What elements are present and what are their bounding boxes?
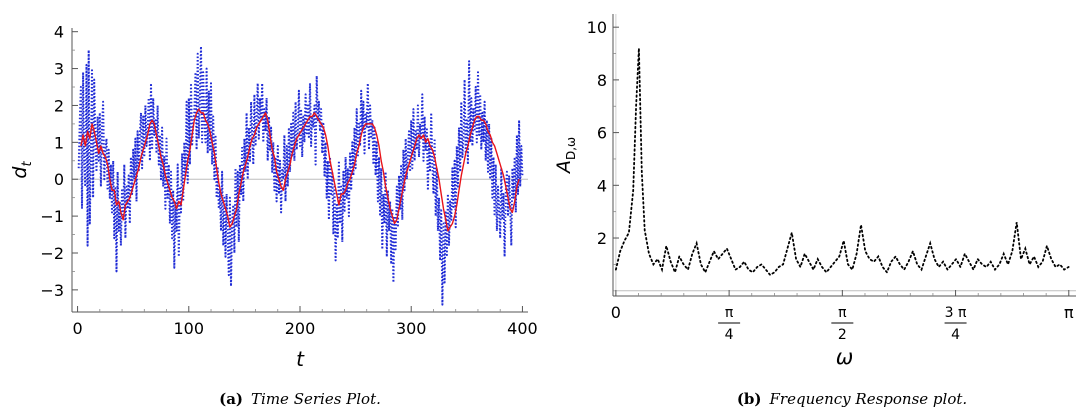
y-tick-label: 6 bbox=[597, 124, 607, 143]
caption-a-text: Time Series Plot. bbox=[251, 390, 381, 408]
x-tick-label: π4 bbox=[718, 305, 741, 343]
x-tick-label: 0 bbox=[611, 303, 621, 322]
y-tick-label: 2 bbox=[597, 229, 607, 248]
x-tick-label-denominator: 4 bbox=[951, 327, 960, 343]
x-tick-label: 300 bbox=[396, 319, 427, 338]
y-axis-title-sub: D,ω bbox=[564, 137, 578, 160]
y-tick-label: 8 bbox=[597, 71, 607, 90]
y-tick-label: 10 bbox=[587, 18, 607, 37]
series-line-amplitude bbox=[615, 48, 1070, 277]
y-tick-label: 0 bbox=[54, 170, 64, 189]
y-tick-label: 1 bbox=[54, 133, 64, 152]
x-tick-label: 0 bbox=[72, 319, 82, 338]
x-tick-label: 400 bbox=[507, 319, 538, 338]
caption-a-tag: (a) bbox=[219, 390, 243, 408]
y-tick-label: 2 bbox=[54, 96, 64, 115]
x-tick-label-numerator: 3 π bbox=[945, 305, 967, 321]
caption-b: (b) Frequency Response plot. bbox=[737, 390, 967, 408]
x-tick-label-text: 0 bbox=[611, 303, 621, 322]
caption-b-text: Frequency Response plot. bbox=[769, 390, 968, 408]
x-tick-label-text: π bbox=[1064, 303, 1074, 322]
x-tick-label-denominator: 2 bbox=[838, 327, 847, 343]
y-axis-title-sub: t bbox=[20, 161, 35, 167]
x-axis-title: t bbox=[296, 347, 305, 371]
x-tick-label-denominator: 4 bbox=[725, 327, 734, 343]
y-axis-title: AD,ω bbox=[553, 137, 578, 175]
x-tick-label-numerator: π bbox=[725, 305, 734, 321]
x-tick-label: π2 bbox=[831, 305, 854, 343]
y-axis-title-base: d bbox=[9, 166, 31, 179]
x-tick-label: 3 π4 bbox=[944, 305, 967, 343]
y-tick-label: −2 bbox=[40, 244, 64, 263]
y-tick-label: −1 bbox=[40, 207, 64, 226]
x-tick-label: π bbox=[1064, 303, 1074, 322]
x-tick-label-numerator: π bbox=[838, 305, 847, 321]
x-tick-label: 200 bbox=[285, 319, 316, 338]
x-tick-label: 100 bbox=[174, 319, 205, 338]
y-tick-label: 4 bbox=[597, 176, 607, 195]
series-line-smoothed bbox=[80, 108, 520, 232]
y-tick-label: −3 bbox=[40, 281, 64, 300]
y-axis-title-base: A bbox=[553, 160, 575, 175]
y-axis-title: dt bbox=[9, 161, 35, 179]
y-tick-label: 3 bbox=[54, 60, 64, 79]
caption-b-tag: (b) bbox=[737, 390, 762, 408]
series-line-observed bbox=[77, 45, 524, 306]
x-axis-title: ω bbox=[836, 345, 854, 369]
caption-a: (a) Time Series Plot. bbox=[219, 390, 381, 408]
y-tick-label: 4 bbox=[54, 23, 64, 42]
